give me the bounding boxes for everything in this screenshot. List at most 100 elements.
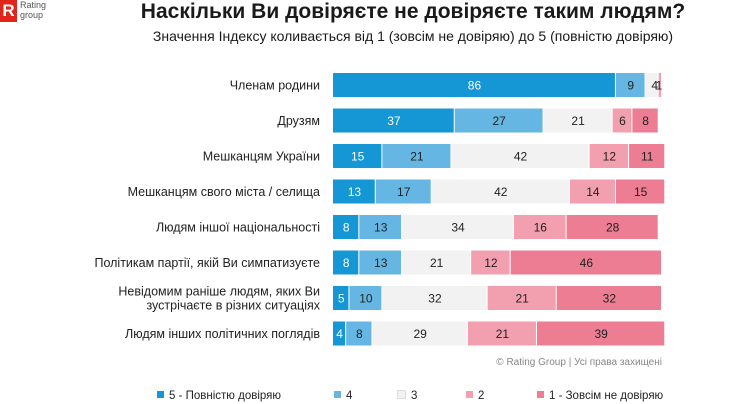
- value-label-5-s5: 8: [343, 256, 350, 270]
- bar-segment-4-s5: [333, 215, 359, 239]
- legend-item-1: 1 - Зовсім не довіряю: [537, 388, 663, 404]
- value-label-3-s4: 17: [397, 185, 411, 199]
- value-label-2-s2: 12: [603, 150, 617, 164]
- legend-swatch-4: [334, 391, 341, 399]
- bar-segment-2-s2: [589, 144, 629, 168]
- bar-segment-4-s4: [359, 215, 402, 239]
- legend-item-4: 4: [334, 388, 352, 404]
- bar-segment-4-s2: [513, 215, 566, 239]
- value-label-7-s1: 39: [594, 327, 608, 341]
- value-label-2-s1: 11: [641, 150, 654, 164]
- value-label-3-s3: 42: [494, 185, 508, 199]
- bar-segment-7-s4: [346, 321, 372, 346]
- bar-segment-1-s1: [632, 108, 658, 133]
- category-label-3: Мешканцям свого міста / селища: [128, 185, 320, 199]
- bar-segment-3-s3: [431, 179, 569, 204]
- value-label-6-s3: 32: [428, 292, 442, 306]
- value-label-6-s5: 5: [338, 292, 345, 306]
- value-label-4-s3: 34: [451, 221, 465, 235]
- category-label-2: Мешканцям України: [203, 150, 320, 164]
- bar-segment-2-s5: [333, 144, 382, 168]
- chart-legend: 5 - Повністю довіряю 4 3 2 1 - Зовсім не…: [0, 388, 738, 404]
- legend-item-3: 3: [397, 388, 417, 404]
- bar-segment-3-s2: [569, 179, 615, 204]
- value-label-3-s2: 14: [586, 185, 600, 199]
- value-label-7-s3: 29: [414, 327, 428, 341]
- value-label-5-s3: 21: [430, 256, 444, 270]
- bar-segment-2-s3: [451, 144, 589, 168]
- category-label-4: Людям іншої національності: [156, 221, 320, 235]
- value-label-3-s1: 15: [634, 185, 648, 199]
- legend-swatch-1: [537, 391, 544, 399]
- category-label-6-line-0: Невідомим раніше людям, яких Ви: [118, 285, 320, 299]
- bar-segment-0-s4: [615, 73, 645, 97]
- legend-label-5: 5 - Повністю довіряю: [169, 390, 282, 402]
- category-label-5: Політикам партії, якій Ви симпатизуєте: [94, 256, 320, 270]
- legend-swatch-2: [466, 391, 473, 399]
- value-label-4-s1: 28: [606, 221, 620, 235]
- logo-mark: R: [0, 0, 17, 22]
- bar-segment-0-s2: [658, 73, 661, 97]
- value-label-0-s3: 4: [651, 79, 658, 93]
- value-label-7-s2: 21: [496, 327, 510, 341]
- bar-segment-4-s3: [402, 215, 513, 239]
- category-label-7: Людям інших політичних поглядів: [125, 327, 320, 341]
- bar-segment-6-s1: [556, 286, 661, 310]
- value-label-6-s4: 10: [359, 292, 373, 306]
- bar-segment-6-s4: [349, 286, 382, 310]
- bar-segment-7-s5: [333, 321, 346, 346]
- bar-segment-1-s3: [543, 108, 612, 133]
- value-label-3-s5: 13: [348, 185, 362, 199]
- bar-segment-6-s3: [382, 286, 487, 310]
- bar-segment-3-s5: [333, 179, 375, 204]
- rating-group-logo: R Rating group: [0, 0, 70, 26]
- value-label-5-s1: 46: [580, 256, 594, 270]
- legend-label-4: 4: [346, 390, 353, 402]
- value-label-5-s2: 12: [484, 256, 498, 270]
- logo-text-line2: group: [20, 10, 44, 20]
- value-label-2-s5: 15: [351, 150, 365, 164]
- value-label-1-s5: 37: [387, 114, 401, 128]
- value-label-7-s5: 4: [336, 327, 343, 341]
- value-label-2-s3: 42: [514, 150, 528, 164]
- bar-segment-5-s3: [402, 250, 471, 275]
- value-label-4-s2: 16: [534, 221, 548, 235]
- legend-swatch-5: [157, 391, 164, 399]
- bar-segment-5-s2: [471, 250, 510, 275]
- chart-title: Наскільки Ви довіряєте не довіряєте таки…: [140, 0, 686, 23]
- legend-label-1: 1 - Зовсім не довіряю: [549, 390, 664, 402]
- bar-segment-2-s1: [629, 144, 665, 168]
- value-label-4-s5: 8: [343, 221, 350, 235]
- value-label-2-s4: 21: [410, 150, 424, 164]
- logo-text-line1: Rating: [20, 0, 47, 10]
- bar-segment-2-s4: [382, 144, 451, 168]
- value-label-1-s2: 6: [619, 114, 626, 128]
- bar-segment-6-s5: [333, 286, 349, 310]
- bar-segment-6-s2: [487, 286, 556, 310]
- copyright-notice: © Rating Group | Усі права захищені: [496, 357, 662, 368]
- bar-segment-4-s1: [566, 215, 658, 239]
- legend-item-5: 5 - Повністю довіряю: [157, 388, 281, 404]
- bar-segment-1-s4: [454, 108, 543, 133]
- value-label-0-s5: 86: [468, 79, 482, 93]
- bar-segment-5-s1: [510, 250, 661, 275]
- bar-segment-3-s1: [615, 179, 665, 204]
- chart-subtitle: Значення Індексу коливається від 1 (зовс…: [152, 28, 674, 44]
- logo-text: Rating group: [20, 0, 46, 20]
- value-label-0-s4: 9: [627, 79, 634, 93]
- category-label-6-line-1: зустрічаєте в різних ситуаціях: [146, 299, 320, 313]
- bar-segment-5-s4: [359, 250, 402, 275]
- legend-swatch-3: [397, 390, 406, 400]
- value-label-5-s4: 13: [374, 256, 388, 270]
- bar-segment-7-s3: [372, 321, 467, 346]
- value-label-0-s2: 1: [656, 79, 663, 93]
- legend-label-3: 3: [411, 390, 418, 402]
- bar-segment-7-s1: [536, 321, 665, 346]
- value-label-1-s1: 8: [642, 114, 649, 128]
- legend-label-2: 2: [478, 390, 485, 402]
- bar-segment-0-s3: [645, 73, 658, 97]
- value-label-6-s2: 21: [515, 292, 529, 306]
- value-label-7-s4: 8: [356, 327, 363, 341]
- value-label-1-s4: 27: [492, 114, 506, 128]
